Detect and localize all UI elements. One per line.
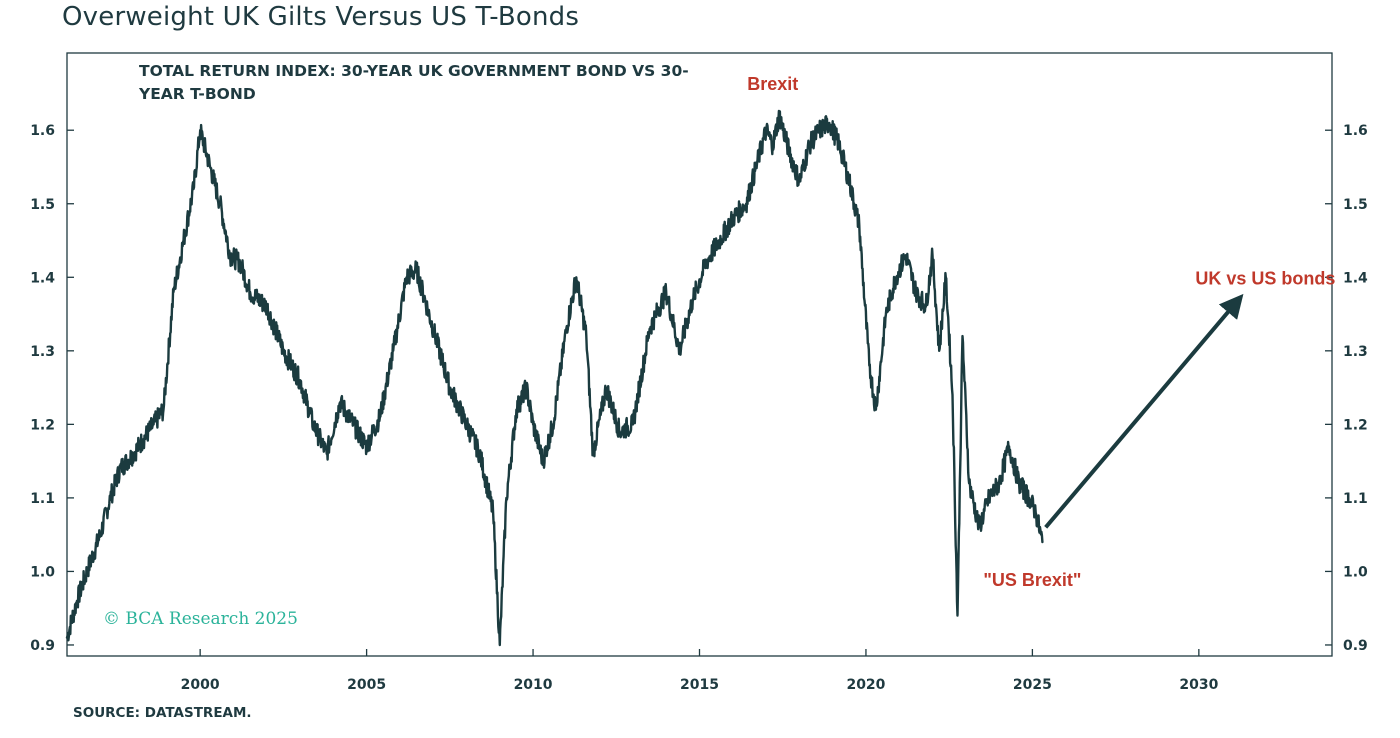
y-tick-label-right: 1.5 xyxy=(1343,197,1368,213)
annotation-1: "US Brexit" xyxy=(983,570,1081,590)
y-tick-label-left: 1.5 xyxy=(30,197,55,213)
y-tick-label-left: 1.3 xyxy=(30,344,55,360)
y-tick-label-left: 1.2 xyxy=(30,417,55,433)
y-axis-right: 0.9 1.0 1.1 1.2 1.3 1.4 1.5 1.6 xyxy=(1325,123,1368,654)
source-note: SOURCE: DATASTREAM. xyxy=(73,705,252,721)
y-tick-label-right: 1.4 xyxy=(1343,270,1368,286)
y-tick-label-left: 1.6 xyxy=(30,123,55,139)
y-tick-label-right: 1.0 xyxy=(1343,564,1368,580)
chart-title-line-1: TOTAL RETURN INDEX: 30-YEAR UK GOVERNMEN… xyxy=(139,62,689,80)
page-title: Overweight UK Gilts Versus US T-Bonds xyxy=(62,2,580,32)
x-tick-label: 2020 xyxy=(846,677,885,693)
y-tick-label-right: 1.3 xyxy=(1343,344,1368,360)
plot-frame xyxy=(66,52,1333,657)
y-tick-label-left: 1.1 xyxy=(30,491,55,507)
y-tick-label-right: 1.2 xyxy=(1343,417,1368,433)
annotation-2: UK vs US bonds xyxy=(1195,269,1335,289)
x-tick-label: 2025 xyxy=(1013,677,1052,693)
y-tick-label-right: 1.1 xyxy=(1343,491,1368,507)
x-tick-label: 2000 xyxy=(181,677,220,693)
y-tick-label-left: 0.9 xyxy=(30,638,55,654)
x-tick-label: 2005 xyxy=(347,677,386,693)
y-tick-label-left: 1.4 xyxy=(30,270,55,286)
x-tick-label: 2015 xyxy=(680,677,719,693)
series-line xyxy=(65,109,1044,647)
y-tick-label-right: 1.6 xyxy=(1343,123,1368,139)
y-tick-label-left: 1.0 xyxy=(30,564,55,580)
x-tick-label: 2030 xyxy=(1179,677,1218,693)
projection-arrow xyxy=(1044,293,1244,529)
annotation-0: Brexit xyxy=(747,74,798,94)
chart-title-line-2: YEAR T-BOND xyxy=(138,85,256,103)
copyright: © BCA Research 2025 xyxy=(103,609,298,629)
x-tick-label: 2010 xyxy=(514,677,553,693)
y-tick-label-right: 0.9 xyxy=(1343,638,1368,654)
x-axis: 2000 2005 2010 2015 2020 2025 2030 xyxy=(181,649,1219,693)
y-axis-left: 0.9 1.0 1.1 1.2 1.3 1.4 1.5 1.6 xyxy=(30,123,74,654)
annotations: Brexit "US Brexit" UK vs US bonds xyxy=(747,74,1335,590)
